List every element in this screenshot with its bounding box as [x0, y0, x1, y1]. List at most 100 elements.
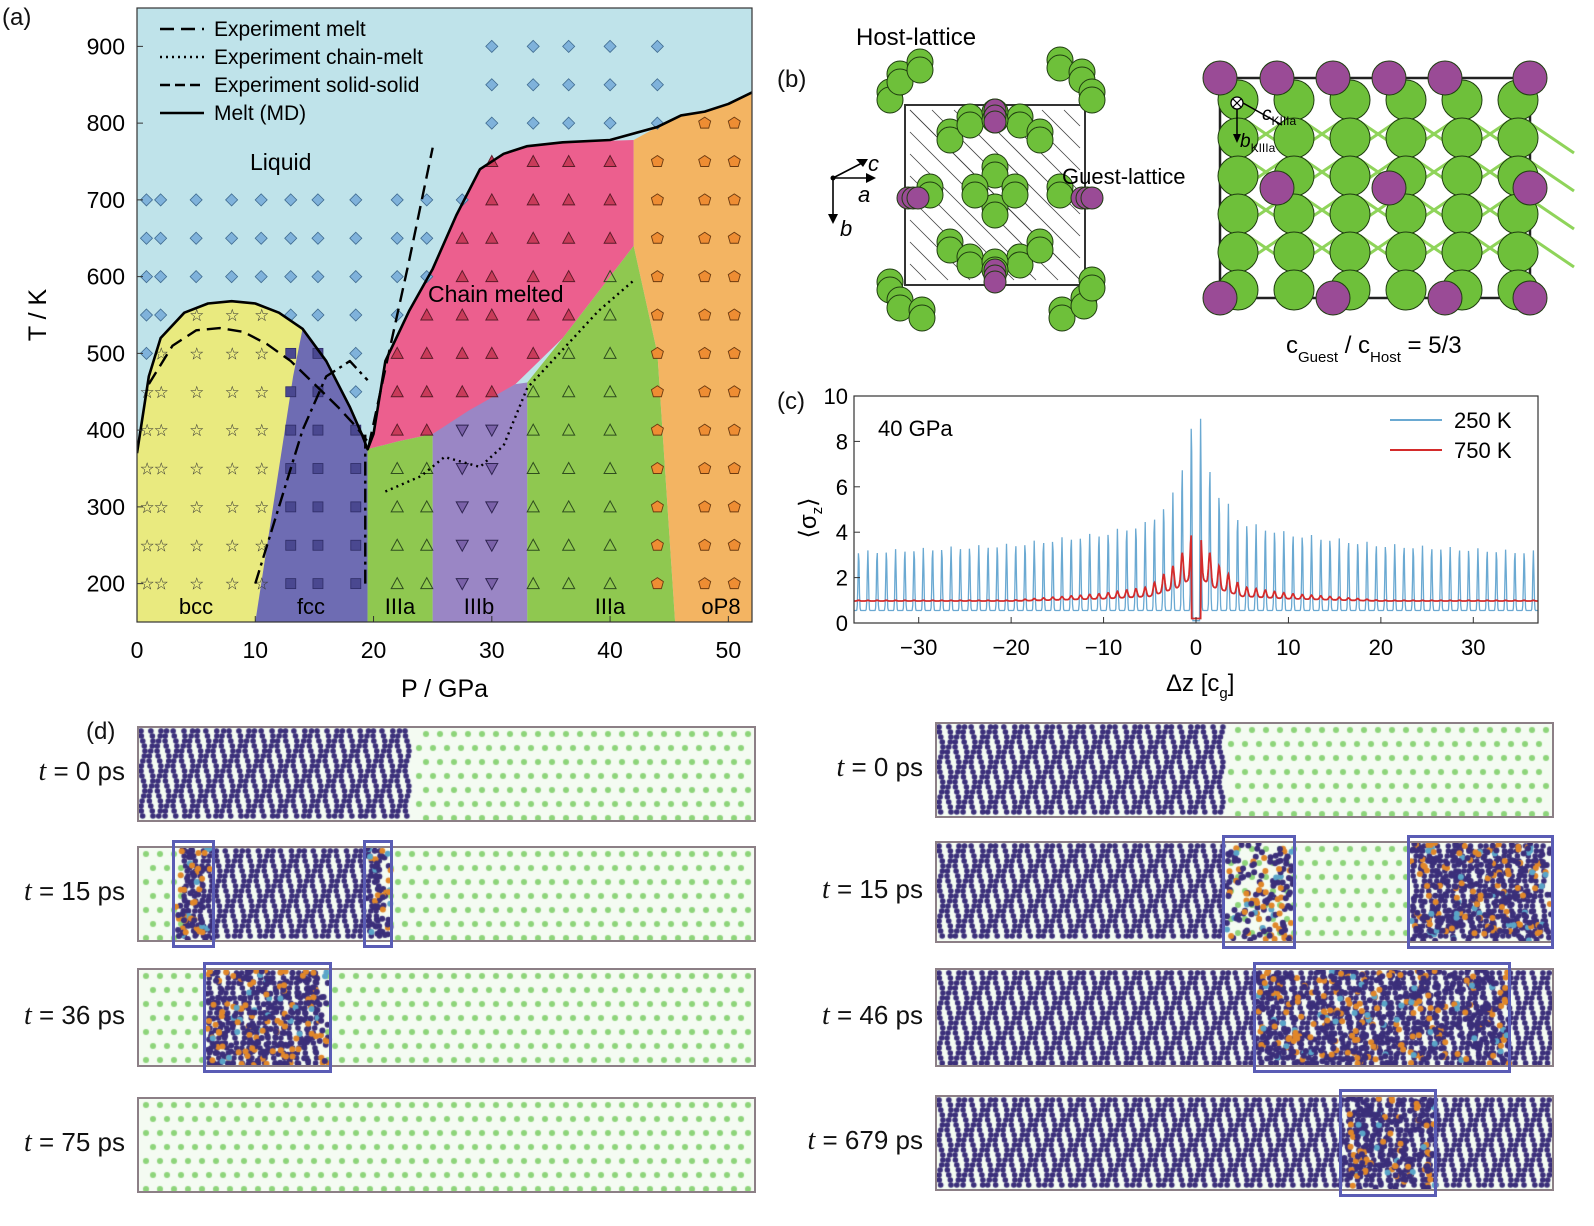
legend-label: 250 K: [1454, 408, 1512, 433]
liquid-marker: [485, 116, 499, 130]
time-label-right-2: t = 46 ps: [805, 1000, 923, 1032]
y-tick-label: 300: [87, 494, 125, 520]
chain-melt-marker: [526, 192, 540, 206]
x-tick-label: 0: [131, 637, 144, 663]
chain-melt-marker: [526, 346, 540, 359]
time-label-right-3: t = 679 ps: [805, 1125, 923, 1157]
time-value: = 36 ps: [31, 999, 125, 1030]
fcc-marker: [285, 578, 297, 590]
liquid-marker: [349, 346, 363, 360]
fcc-marker: [312, 463, 324, 474]
fcc-marker: [350, 539, 362, 551]
melt-region-box: [362, 840, 394, 948]
x-tick-label: 30: [479, 637, 505, 663]
crystal-structure-figure: Host-lattice c a b Guest-lattice cKIIIa …: [828, 24, 1575, 366]
op8-marker: [698, 577, 712, 590]
region-label: IIIa: [595, 594, 626, 619]
y-axis-label: ⟨σz⟩: [795, 497, 826, 538]
y-tick-label: 2: [836, 566, 848, 591]
host-atom: [1078, 86, 1106, 114]
guest-atom: [1427, 60, 1463, 96]
chain-melt-marker: [526, 308, 540, 321]
bcc-marker: ☆: [254, 460, 269, 479]
guest-atom: [1080, 186, 1104, 210]
bcc-marker: ☆: [225, 460, 240, 479]
iiia-marker: [419, 461, 434, 474]
op8-marker: [727, 193, 741, 206]
host-atom: [1217, 155, 1259, 197]
host-atom: [1217, 231, 1259, 273]
phase-markers: ☆☆ ☆ ☆ ☆☆☆ ☆ ☆ ☆☆☆ ☆ ☆ ☆☆☆ ☆ ☆ ☆☆☆ ☆ ☆ ☆☆☆ ☆ ☆ ☆☆ ☆ ☆ ☆☆ ☆ ☆: [139, 39, 741, 594]
atom-canvas: [937, 843, 1552, 941]
region-label: oP8: [701, 594, 740, 619]
plot-frame: [136, 7, 753, 623]
bcc-marker: ☆: [225, 575, 240, 594]
guest-atom: [1315, 60, 1351, 96]
guest-atom: [1259, 170, 1295, 206]
iiia-marker: [603, 423, 617, 436]
iiia-marker: [390, 499, 405, 513]
host-atom: [1441, 231, 1483, 273]
chain-melt-marker: [455, 384, 469, 398]
line-experiment-chain-melt-3: [384, 279, 635, 493]
time-symbol: t: [23, 1127, 32, 1158]
x-tick-label: 30: [1461, 635, 1485, 660]
sigma-z-chart: −30 −20 −10 0 10 20 30 0 2 4 6 8 10 40 GPa 250 K 750 K Δ…: [795, 384, 1539, 702]
iiia-marker: [561, 423, 576, 436]
op8-marker: [650, 538, 664, 551]
iiia-marker: [526, 538, 541, 551]
guest-atom: [1202, 60, 1238, 96]
y-tick-label: 6: [836, 475, 848, 500]
chain-melt-marker: [485, 192, 499, 206]
host-atom: [1441, 155, 1483, 197]
host-atom: [1217, 193, 1259, 235]
bcc-marker: ☆: [139, 575, 154, 594]
liquid-marker: [485, 39, 499, 53]
iiia-marker: [561, 461, 576, 474]
time-label-left-1: t = 15 ps: [7, 876, 125, 908]
chain-melt-marker: [390, 423, 404, 436]
guest-lattice-label: Guest-lattice: [1062, 164, 1186, 189]
fcc-marker: [350, 463, 362, 474]
op8-marker: [698, 500, 712, 513]
op8-marker: [650, 231, 664, 244]
chain-melt-marker: [485, 231, 499, 244]
liquid-marker: [650, 39, 664, 53]
iiia-region-2: [527, 245, 676, 622]
fcc-marker: [350, 501, 362, 513]
chain-melt-marker: [390, 346, 404, 359]
axis-c-label: c: [868, 151, 879, 176]
op8-marker: [698, 193, 712, 206]
host-atom: [1026, 236, 1054, 264]
iiia-marker: [561, 499, 576, 513]
op8-marker: [650, 346, 664, 359]
op8-marker: [650, 308, 664, 321]
chain-melt-marker: [420, 308, 434, 321]
host-atom: [1385, 269, 1427, 311]
bcc-marker: ☆: [139, 460, 154, 479]
op8-marker: [727, 385, 741, 398]
fcc-marker: [285, 424, 297, 436]
time-label-left-0: t = 0 ps: [7, 756, 125, 788]
liquid-marker: [562, 116, 576, 130]
time-symbol: t: [836, 752, 845, 783]
bcc-marker: ☆: [139, 536, 154, 555]
liquid-marker: [526, 78, 540, 92]
iiia-marker: [561, 576, 576, 590]
liquid-marker: [420, 231, 434, 245]
chain-melt-marker: [603, 231, 617, 244]
op8-marker: [727, 461, 741, 474]
liquid-marker: [154, 308, 168, 322]
iiia-marker: [561, 538, 576, 551]
op8-marker: [727, 231, 741, 244]
atom-canvas: [139, 728, 754, 820]
time-value: = 0 ps: [844, 752, 923, 782]
liquid-marker: [154, 193, 168, 207]
liquid-marker: [390, 270, 404, 284]
liquid-marker: [254, 270, 268, 284]
op8-marker: [727, 577, 741, 590]
bcc-marker: ☆: [225, 536, 240, 555]
x-tick-label: 10: [242, 637, 268, 663]
time-value: = 46 ps: [829, 999, 923, 1030]
melt-region-box: [1338, 1089, 1438, 1197]
